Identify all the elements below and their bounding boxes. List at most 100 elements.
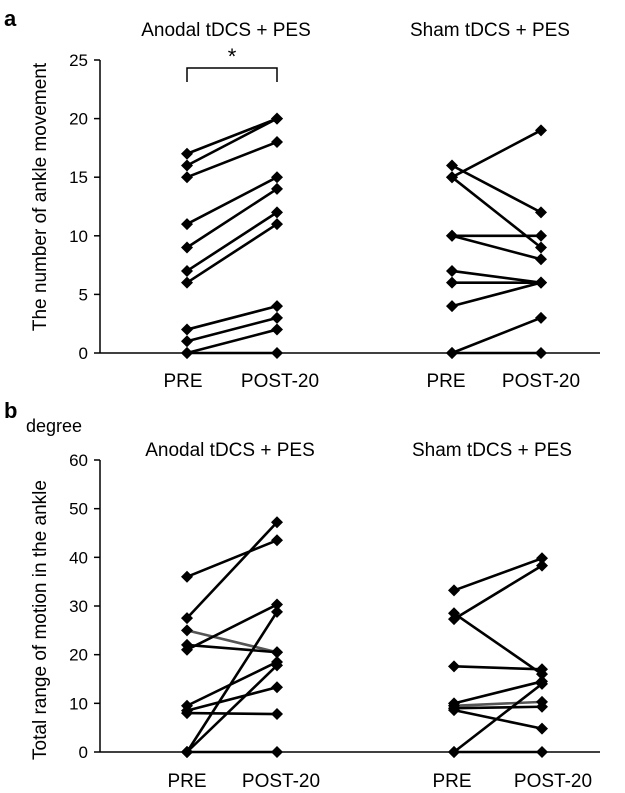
- subject-line: [186, 117, 278, 167]
- subject-line: [186, 629, 278, 654]
- data-point-marker: [181, 159, 193, 172]
- data-point-marker: [271, 534, 283, 547]
- data-point-marker: [271, 646, 283, 659]
- data-point-marker: [535, 276, 547, 289]
- subject-line: [453, 564, 543, 621]
- subject-line: [186, 603, 278, 651]
- data-point-marker: [271, 300, 283, 313]
- data-point-marker: [271, 323, 283, 336]
- data-point-marker: [271, 171, 283, 184]
- subject-line: [186, 686, 278, 712]
- data-point-marker: [271, 708, 283, 721]
- y-tick-label: 0: [79, 743, 88, 762]
- data-point-marker: [271, 516, 283, 529]
- data-point-marker: [271, 311, 283, 324]
- panel-b-category-labels: PRE POST-20 PRE POST-20: [167, 771, 592, 792]
- data-point-marker: [536, 559, 548, 572]
- panel-a-y-axis: [94, 59, 600, 354]
- y-tick-label: 20: [69, 110, 88, 129]
- panel-a-category-labels: PRE POST-20 PRE POST-20: [163, 371, 580, 392]
- data-point-marker: [536, 552, 548, 565]
- data-point-marker: [271, 746, 283, 758]
- data-point-marker: [181, 612, 193, 625]
- y-tick-label: 20: [69, 646, 88, 665]
- category-label: PRE: [163, 371, 202, 392]
- subject-line: [186, 140, 278, 179]
- subject-line: [186, 539, 278, 579]
- data-point-marker: [271, 136, 283, 149]
- subject-line: [186, 316, 278, 343]
- data-point-marker: [535, 124, 547, 137]
- data-point-marker: [271, 182, 283, 195]
- subject-line: [453, 557, 543, 592]
- y-tick-label: 0: [79, 344, 88, 363]
- panel-a-letter: a: [4, 6, 17, 31]
- data-point-marker: [448, 704, 460, 717]
- data-point-marker: [181, 171, 193, 184]
- data-point-marker: [271, 218, 283, 231]
- y-tick-label: 15: [69, 168, 88, 187]
- data-point-marker: [271, 347, 283, 359]
- subject-line: [451, 281, 542, 308]
- subject-line: [186, 328, 278, 355]
- data-point-marker: [535, 206, 547, 219]
- panel-b-subject-lines: [185, 521, 543, 754]
- data-point-marker: [536, 700, 548, 713]
- panel-a-subject-lines: [186, 117, 542, 355]
- data-point-marker: [181, 264, 193, 277]
- data-point-marker: [181, 347, 193, 359]
- subject-line: [185, 611, 279, 753]
- category-label: POST-20: [241, 371, 319, 392]
- data-point-marker: [446, 229, 458, 242]
- subject-line: [451, 269, 542, 284]
- data-point-marker: [448, 746, 460, 758]
- data-point-marker: [535, 253, 547, 266]
- subject-line: [453, 705, 543, 710]
- data-point-marker: [446, 347, 458, 359]
- data-point-marker: [448, 584, 460, 597]
- panel-a: a Anodal tDCS + PES Sham tDCS + PES The …: [4, 6, 600, 392]
- data-point-marker: [535, 229, 547, 242]
- subject-line: [186, 176, 278, 226]
- category-label: POST-20: [242, 771, 320, 792]
- data-point-marker: [181, 746, 193, 758]
- significance-marker: *: [228, 44, 237, 69]
- category-label: PRE: [167, 771, 206, 792]
- panel-b-group-2-title: Sham tDCS + PES: [412, 440, 572, 461]
- data-point-marker: [536, 722, 548, 735]
- subject-line: [186, 117, 278, 155]
- panel-a-group-2-title: Sham tDCS + PES: [410, 20, 570, 41]
- panel-b-tick-labels: 0 10 20 30 40 50 60: [69, 451, 88, 762]
- panel-b-y-axis-label: Total range of motion in the ankle: [30, 480, 51, 760]
- data-point-marker: [181, 241, 193, 254]
- data-point-marker: [446, 300, 458, 313]
- subject-line: [453, 665, 543, 671]
- subject-line: [186, 304, 278, 331]
- subject-line: [453, 682, 543, 754]
- significance-bracket: [186, 67, 278, 82]
- subject-line: [186, 521, 278, 620]
- y-tick-label: 50: [69, 500, 88, 519]
- data-point-marker: [446, 159, 458, 172]
- y-tick-label: 60: [69, 451, 88, 470]
- data-point-marker: [536, 677, 548, 690]
- data-point-marker: [181, 335, 193, 348]
- category-label: PRE: [426, 371, 465, 392]
- data-point-marker: [271, 112, 283, 125]
- data-point-marker: [446, 264, 458, 277]
- data-point-marker: [181, 707, 193, 720]
- panel-b-group-1-title: Anodal tDCS + PES: [145, 440, 315, 461]
- subject-line: [451, 234, 542, 261]
- subject-line: [453, 700, 543, 708]
- subject-line: [186, 643, 278, 654]
- data-point-marker: [446, 276, 458, 289]
- data-point-marker: [181, 276, 193, 289]
- panel-b: b degree Anodal tDCS + PES Sham tDCS + P…: [4, 398, 600, 792]
- data-point-marker: [536, 663, 548, 676]
- data-point-marker: [535, 347, 547, 359]
- data-point-marker: [271, 206, 283, 219]
- panel-b-letter: b: [4, 398, 17, 423]
- category-label: POST-20: [502, 371, 580, 392]
- data-point-marker: [181, 323, 193, 336]
